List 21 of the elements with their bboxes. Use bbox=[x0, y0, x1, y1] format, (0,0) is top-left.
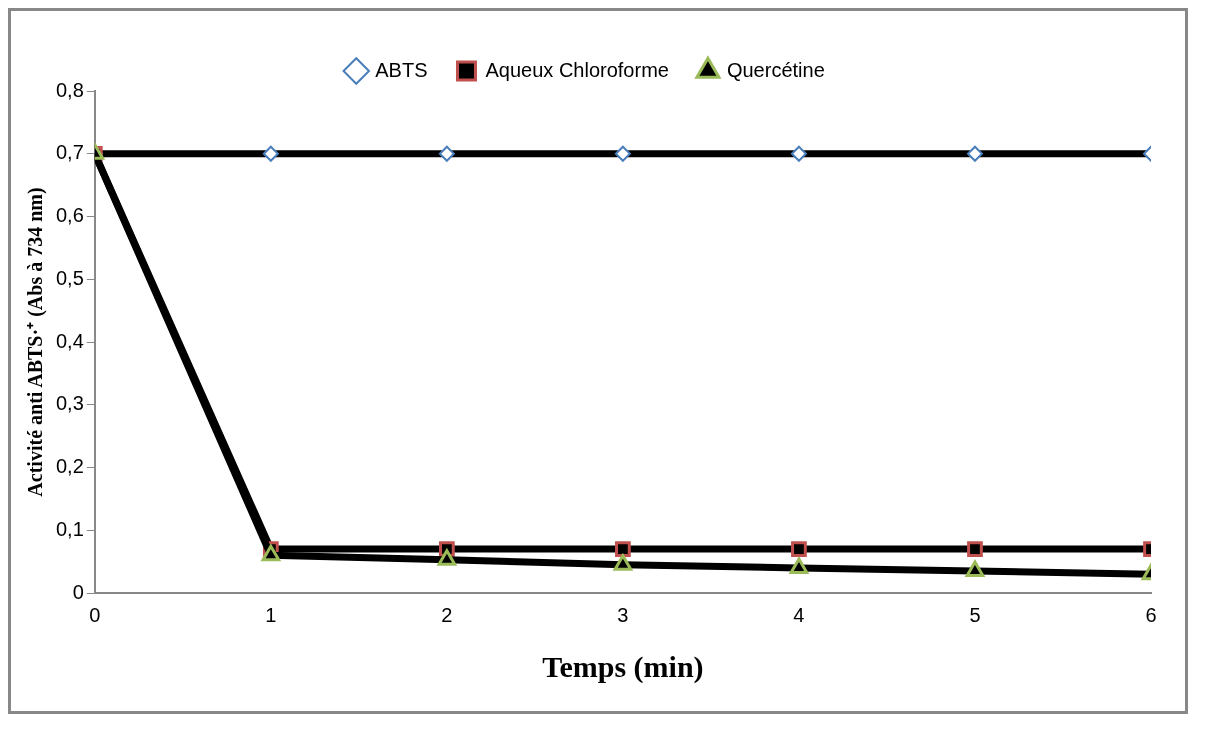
x-tick-label: 6 bbox=[1145, 603, 1157, 626]
x-tick-label: 1 bbox=[265, 603, 277, 626]
x-tick-label: 0 bbox=[89, 603, 101, 626]
y-tick-label: 0,6 bbox=[55, 204, 84, 227]
x-tick-label: 3 bbox=[617, 603, 629, 626]
y-tick-label: 0,5 bbox=[55, 266, 84, 289]
y-tick-label: 0,1 bbox=[55, 517, 84, 540]
y-tick-label: 0,7 bbox=[55, 141, 84, 164]
y-tick-label: 0 bbox=[72, 580, 84, 603]
y-tick-label: 0,4 bbox=[55, 329, 84, 352]
x-axis-title: Temps (min) bbox=[542, 649, 704, 684]
y-tick-label: 0,3 bbox=[55, 392, 84, 415]
legend-label: Aqueux Chloroforme bbox=[485, 58, 669, 81]
y-tick-label: 0,2 bbox=[55, 455, 84, 478]
legend-label: Quercétine bbox=[726, 58, 825, 81]
y-tick-label: 0,8 bbox=[55, 78, 84, 101]
x-tick-label: 4 bbox=[793, 603, 805, 626]
y-axis-title: Activité anti ABTS·⁺ (Abs à 734 nm) bbox=[24, 187, 48, 497]
x-tick-label: 5 bbox=[969, 603, 981, 626]
legend-label: ABTS bbox=[375, 58, 428, 81]
x-tick-label: 2 bbox=[441, 603, 453, 626]
